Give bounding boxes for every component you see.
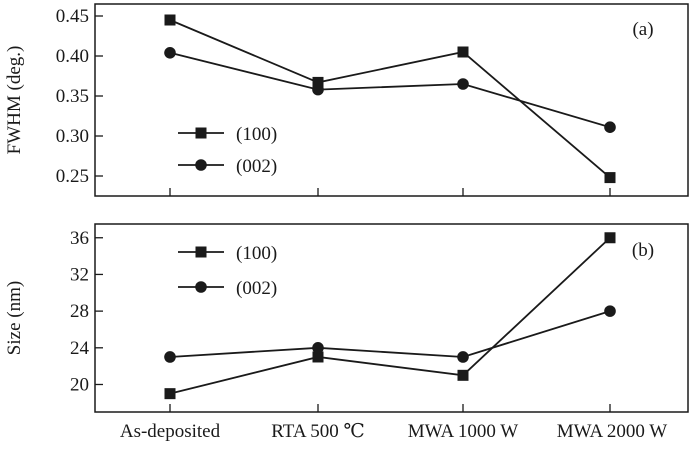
legend-marker-square [195, 127, 207, 139]
legend-label: (100) [236, 243, 277, 264]
data-point-circle [312, 83, 324, 96]
data-point-square [312, 76, 324, 88]
x-category-label: RTA 500 ℃ [271, 421, 365, 442]
y-tick-label: 0.35 [56, 86, 89, 107]
plot-frame-1 [94, 3, 689, 197]
legend-label: (002) [236, 156, 277, 177]
data-point-circle [164, 47, 176, 59]
legend-marker-square [195, 246, 207, 258]
y-tick-label: 0.45 [56, 6, 89, 27]
y-axis-label: FWHM (deg.) [4, 46, 25, 155]
y-tick-label: 36 [70, 228, 89, 249]
data-point-square [457, 369, 469, 381]
data-point-circle [312, 342, 324, 354]
y-tick-label: 0.25 [56, 166, 89, 187]
y-tick-label: 0.30 [56, 126, 89, 147]
y-tick-label: 32 [70, 264, 89, 285]
legend-marker-circle [195, 159, 207, 171]
data-point-circle [164, 351, 176, 363]
data-point-square [604, 232, 616, 244]
data-point-square [164, 388, 176, 400]
legend-marker-circle [195, 281, 207, 293]
series-line-002 [169, 51, 611, 129]
data-point-square [164, 14, 176, 26]
x-category-label: As-deposited [120, 421, 221, 442]
panel-tag: (b) [632, 240, 654, 261]
y-tick-label: 20 [70, 374, 89, 395]
series-line-100 [169, 19, 611, 179]
y-tick-label: 0.40 [56, 46, 89, 67]
y-tick-label: 28 [70, 301, 89, 322]
data-point-circle [457, 78, 469, 90]
legend-label: (002) [236, 278, 277, 299]
legend-label: (100) [236, 124, 277, 145]
plot-frame-2 [94, 223, 689, 413]
data-point-square [312, 351, 324, 363]
panel-tag: (a) [632, 19, 653, 40]
data-point-circle [604, 121, 616, 133]
data-point-circle [604, 305, 616, 317]
y-axis-label: Size (nm) [4, 281, 25, 355]
series-line-002 [169, 310, 611, 358]
data-point-circle [457, 351, 469, 363]
series-line-100 [169, 237, 611, 395]
x-category-label: MWA 2000 W [557, 421, 668, 442]
data-point-square [457, 46, 469, 58]
y-tick-label: 24 [70, 338, 90, 359]
data-point-square [604, 172, 616, 184]
x-category-label: MWA 1000 W [408, 421, 519, 442]
